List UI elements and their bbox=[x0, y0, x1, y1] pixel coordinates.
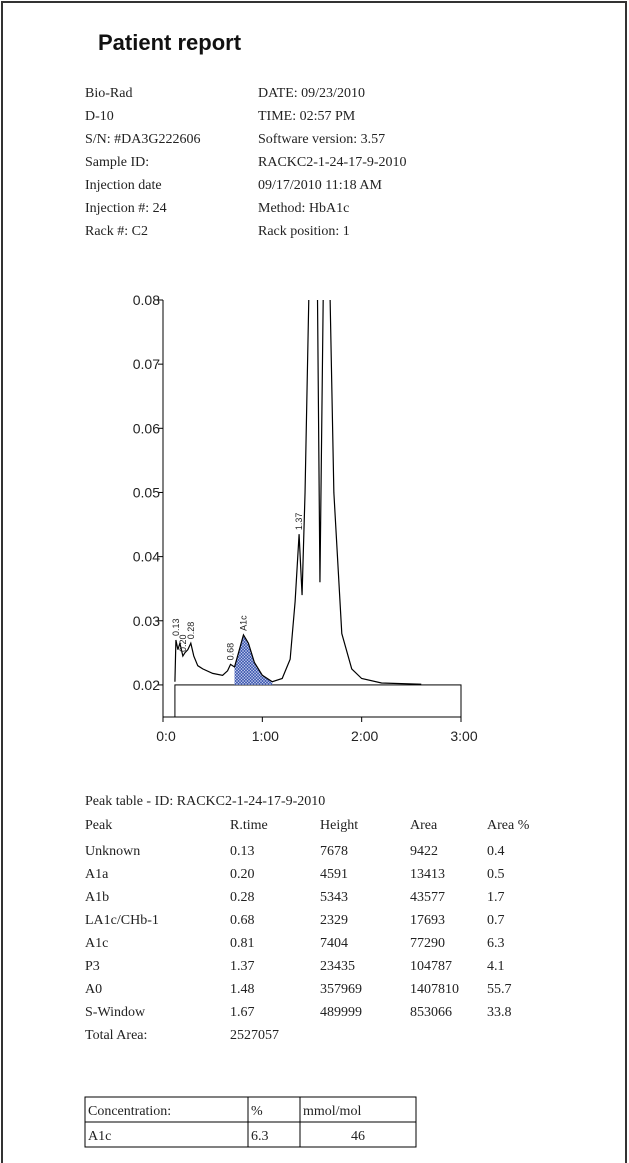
total-area: Total Area: bbox=[85, 1028, 147, 1043]
report-title: Patient report bbox=[98, 30, 242, 55]
peak-table-cell: 1.7 bbox=[487, 890, 505, 905]
peak-label: 1.37 bbox=[294, 513, 304, 531]
peak-table-cell: 104787 bbox=[410, 959, 452, 974]
peak-table-header: R.time bbox=[230, 818, 268, 833]
peak-table-cell: LA1c/CHb-1 bbox=[85, 913, 159, 928]
y-tick-label: 0.03 bbox=[133, 613, 160, 629]
x-tick-label: 2:00 bbox=[351, 728, 378, 744]
concentration-cell: % bbox=[251, 1104, 263, 1119]
peak-table-header: Height bbox=[320, 818, 358, 833]
info-label: Bio-Rad bbox=[85, 86, 132, 101]
peak-table-cell: 0.28 bbox=[230, 890, 255, 905]
peak-label: 0.13 bbox=[171, 618, 181, 636]
peak-table-cell: 0.7 bbox=[487, 913, 505, 928]
peak-table-cell: 0.5 bbox=[487, 867, 505, 882]
plot-area bbox=[174, 300, 422, 685]
peak-table-cell: 357969 bbox=[320, 982, 362, 997]
peak-table-cell: 1.67 bbox=[230, 1005, 255, 1020]
x-tick-label: 0:0 bbox=[156, 728, 176, 744]
peak-table-cell: 23435 bbox=[320, 959, 355, 974]
peak-table-cell: 7678 bbox=[320, 844, 348, 859]
peak-table-cell: 13413 bbox=[410, 867, 445, 882]
peak-table-cell: S-Window bbox=[85, 1005, 146, 1020]
peak-table-cell: 1.37 bbox=[230, 959, 255, 974]
trace bbox=[174, 300, 422, 685]
peak-table-cell: 55.7 bbox=[487, 982, 512, 997]
y-tick-label: 0.04 bbox=[133, 549, 160, 565]
info-value: TIME: 02:57 PM bbox=[258, 109, 356, 124]
peak-table-cell: Unknown bbox=[85, 844, 140, 859]
concentration-cell: 46 bbox=[351, 1129, 365, 1144]
peak-label: A1c bbox=[238, 615, 248, 631]
info-label: S/N: #DA3G222606 bbox=[85, 132, 201, 147]
concentration-cell: Concentration: bbox=[88, 1104, 171, 1119]
peak-table-cell: 77290 bbox=[410, 936, 445, 951]
peak-table-cell: 0.81 bbox=[230, 936, 255, 951]
peak-table-cell: 2329 bbox=[320, 913, 348, 928]
peak-table-cell: 0.68 bbox=[230, 913, 255, 928]
concentration-cell: 6.3 bbox=[251, 1129, 269, 1144]
peak-label: 0.68 bbox=[226, 643, 236, 661]
peak-table-cell: 5343 bbox=[320, 890, 348, 905]
concentration-cell: A1c bbox=[88, 1129, 111, 1144]
peak-table-cell: 43577 bbox=[410, 890, 445, 905]
peak-table-cell: 0.20 bbox=[230, 867, 255, 882]
baseline-box bbox=[174, 684, 462, 718]
peak-table-cell: 4.1 bbox=[487, 959, 505, 974]
y-tick-label: 0.06 bbox=[133, 420, 160, 436]
peak-table-cell: A1b bbox=[85, 890, 109, 905]
peak-table-cell: 1.48 bbox=[230, 982, 255, 997]
peak-table-cell: 7404 bbox=[320, 936, 348, 951]
info-label: Rack #: C2 bbox=[85, 224, 148, 239]
info-label: D-10 bbox=[85, 109, 114, 124]
peak-table-cell: 0.4 bbox=[487, 844, 505, 859]
peak-table-cell: 1407810 bbox=[410, 982, 459, 997]
peak-table-cell: A0 bbox=[85, 982, 102, 997]
peak-table-cell: A1c bbox=[85, 936, 108, 951]
peak-table-cell: P3 bbox=[85, 959, 100, 974]
y-tick-label: 0.08 bbox=[133, 292, 160, 308]
peak-table-title: Peak table - ID: RACKC2-1-24-17-9-2010 bbox=[85, 794, 325, 809]
peak-table-header: Area bbox=[410, 818, 438, 833]
peak-table-cell: A1a bbox=[85, 867, 109, 882]
peak-table-cell: 4591 bbox=[320, 867, 348, 882]
peak-table-header: Area % bbox=[487, 818, 530, 833]
info-label: Sample ID: bbox=[85, 155, 149, 170]
total-area: 2527057 bbox=[230, 1028, 279, 1043]
info-label: Injection date bbox=[85, 178, 162, 193]
info-value: Software version: 3.57 bbox=[258, 132, 385, 147]
peak-table-cell: 9422 bbox=[410, 844, 438, 859]
x-tick-label: 3:00 bbox=[450, 728, 477, 744]
y-tick-label: 0.02 bbox=[133, 677, 160, 693]
peak-table-cell: 0.13 bbox=[230, 844, 255, 859]
peak-label: 0.28 bbox=[186, 622, 196, 640]
info-value: 09/17/2010 11:18 AM bbox=[258, 178, 382, 193]
concentration-cell: mmol/mol bbox=[303, 1104, 361, 1119]
info-value: RACKC2-1-24-17-9-2010 bbox=[258, 155, 407, 170]
info-value: Rack position: 1 bbox=[258, 224, 350, 239]
peak-table-cell: 489999 bbox=[320, 1005, 362, 1020]
peak-label: 0.20 bbox=[178, 635, 188, 653]
peak-table-header: Peak bbox=[85, 818, 112, 833]
peak-table-cell: 33.8 bbox=[487, 1005, 512, 1020]
y-tick-label: 0.05 bbox=[133, 484, 160, 500]
y-tick-label: 0.07 bbox=[133, 356, 160, 372]
peak-table-cell: 6.3 bbox=[487, 936, 505, 951]
info-label: Injection #: 24 bbox=[85, 201, 167, 216]
peak-table-cell: 17693 bbox=[410, 913, 445, 928]
info-value: Method: HbA1c bbox=[258, 201, 349, 216]
x-tick-label: 1:00 bbox=[252, 728, 279, 744]
info-value: DATE: 09/23/2010 bbox=[258, 86, 365, 101]
peak-table-cell: 853066 bbox=[410, 1005, 452, 1020]
